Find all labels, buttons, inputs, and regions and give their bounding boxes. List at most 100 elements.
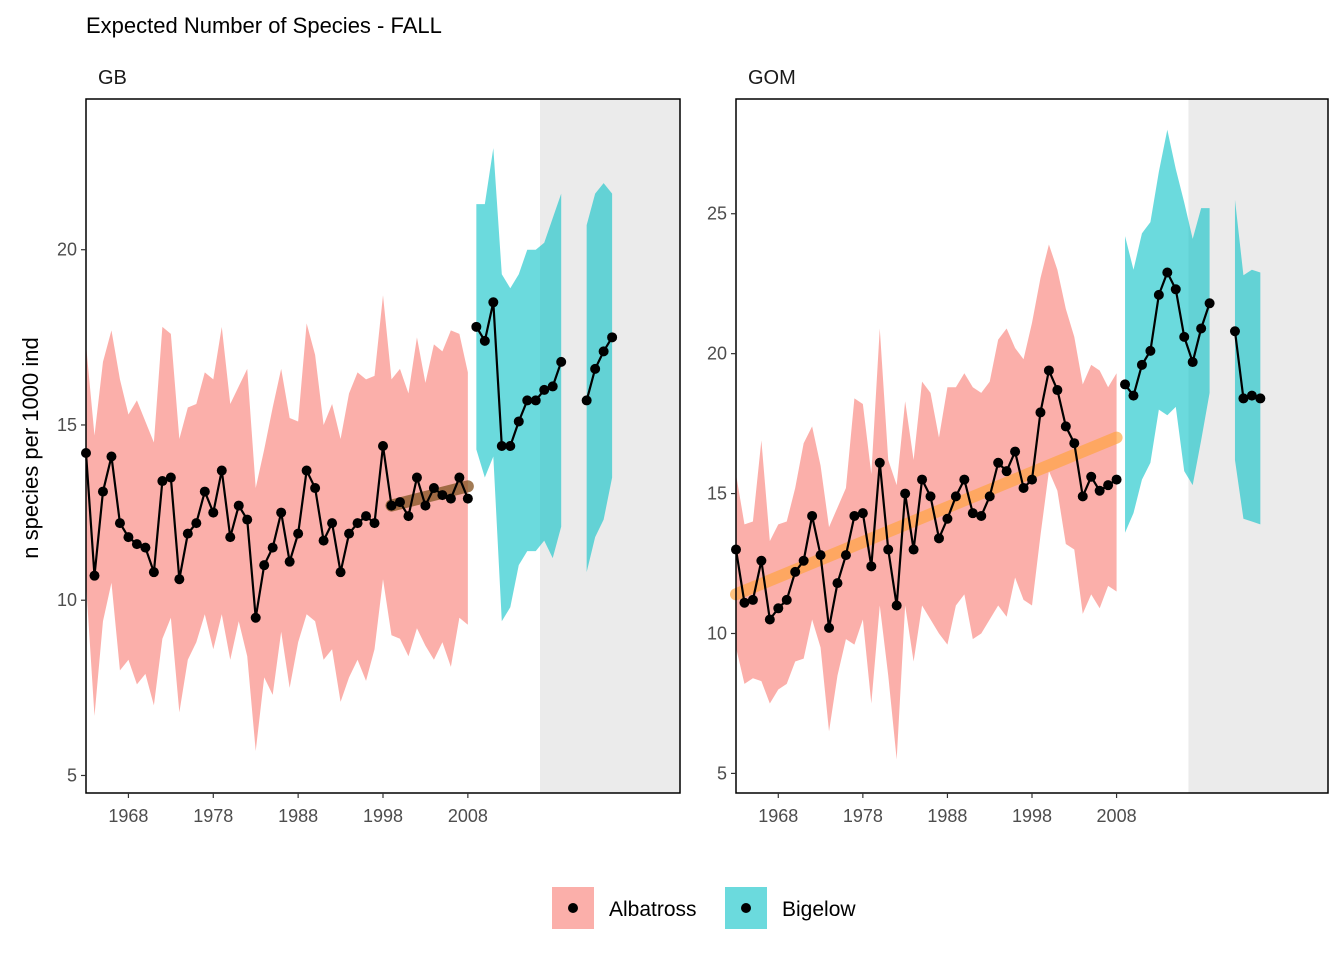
data-point-bigelow bbox=[1128, 390, 1139, 401]
data-point-albatross bbox=[925, 491, 936, 502]
data-point-bigelow bbox=[479, 335, 490, 346]
series-line-bigelow bbox=[585, 336, 614, 401]
y-tick-label: 10 bbox=[57, 590, 77, 610]
x-tick-label: 1988 bbox=[278, 806, 318, 826]
data-point-albatross bbox=[242, 514, 253, 525]
data-point-albatross bbox=[866, 561, 877, 572]
data-point-albatross bbox=[344, 528, 355, 539]
data-point-albatross bbox=[1077, 491, 1088, 502]
data-point-albatross bbox=[950, 491, 961, 502]
data-point-albatross bbox=[917, 474, 928, 485]
data-point-albatross bbox=[984, 491, 995, 502]
x-tick-label: 1998 bbox=[1012, 806, 1052, 826]
data-point-albatross bbox=[807, 510, 818, 521]
data-point-albatross bbox=[815, 550, 826, 561]
data-point-albatross bbox=[900, 488, 911, 499]
data-point-albatross bbox=[165, 472, 176, 483]
data-point-albatross bbox=[1027, 474, 1037, 485]
data-point-albatross bbox=[361, 511, 372, 522]
data-point-albatross bbox=[394, 497, 405, 508]
data-point-albatross bbox=[756, 555, 767, 566]
data-point-albatross bbox=[369, 518, 380, 529]
x-tick-label: 1968 bbox=[108, 806, 148, 826]
data-point-albatross bbox=[174, 574, 185, 585]
ribbon-bigelow bbox=[476, 148, 562, 622]
data-point-albatross bbox=[857, 508, 868, 519]
data-point-albatross bbox=[1086, 471, 1097, 482]
data-point-bigelow bbox=[471, 321, 482, 332]
data-point-bigelow bbox=[1136, 359, 1147, 370]
y-tick-label: 15 bbox=[707, 484, 727, 504]
legend-point-bigelow bbox=[741, 903, 751, 913]
data-point-albatross bbox=[89, 570, 100, 581]
data-point-bigelow bbox=[488, 297, 499, 308]
data-point-albatross bbox=[1035, 407, 1046, 418]
y-tick-label: 15 bbox=[57, 415, 77, 435]
data-point-albatross bbox=[284, 556, 295, 567]
data-point-albatross bbox=[933, 533, 944, 544]
legend-point-albatross bbox=[568, 903, 578, 913]
data-point-bigelow bbox=[556, 356, 567, 367]
data-point-albatross bbox=[420, 500, 431, 511]
data-point-albatross bbox=[739, 597, 750, 608]
legend-label-albatross: Albatross bbox=[609, 898, 697, 921]
x-tick-label: 2008 bbox=[1097, 806, 1137, 826]
data-point-albatross bbox=[140, 542, 151, 553]
data-point-albatross bbox=[1094, 485, 1105, 496]
series-line-albatross bbox=[734, 366, 1118, 629]
data-point-albatross bbox=[462, 493, 473, 504]
data-point-albatross bbox=[1069, 438, 1080, 449]
data-point-bigelow bbox=[1187, 357, 1198, 368]
y-tick-label: 10 bbox=[707, 623, 727, 643]
data-point-albatross bbox=[191, 518, 202, 529]
chart-title: Expected Number of Species - FALL bbox=[86, 13, 442, 38]
data-point-albatross bbox=[976, 510, 987, 521]
data-point-albatross bbox=[824, 622, 835, 633]
data-point-albatross bbox=[959, 474, 970, 485]
data-point-bigelow bbox=[547, 381, 558, 392]
data-point-albatross bbox=[378, 441, 388, 451]
data-point-albatross bbox=[883, 544, 894, 555]
y-tick-label: 25 bbox=[707, 204, 727, 224]
y-tick-label: 5 bbox=[717, 763, 727, 783]
data-point-albatross bbox=[327, 518, 338, 529]
data-point-bigelow bbox=[581, 395, 592, 406]
data-point-albatross bbox=[849, 510, 860, 521]
data-point-albatross bbox=[1060, 421, 1071, 432]
data-point-bigelow bbox=[590, 363, 601, 374]
data-point-albatross bbox=[97, 486, 108, 497]
data-point-albatross bbox=[798, 555, 809, 566]
data-point-bigelow bbox=[1204, 298, 1215, 309]
data-point-bigelow bbox=[530, 395, 541, 406]
data-point-bigelow bbox=[1170, 284, 1181, 295]
data-point-albatross bbox=[114, 518, 125, 529]
data-point-bigelow bbox=[513, 416, 524, 427]
data-point-albatross bbox=[874, 457, 885, 468]
data-point-bigelow bbox=[1196, 323, 1207, 334]
data-point-albatross bbox=[250, 612, 261, 623]
data-point-albatross bbox=[437, 490, 448, 501]
ribbon-bigelow bbox=[1125, 129, 1210, 533]
x-tick-label: 2008 bbox=[448, 806, 488, 826]
ribbon-bigelow bbox=[1234, 199, 1261, 525]
series-line-albatross bbox=[84, 445, 469, 618]
data-point-albatross bbox=[199, 486, 210, 497]
data-point-albatross bbox=[352, 518, 363, 529]
data-point-bigelow bbox=[522, 395, 533, 406]
data-point-albatross bbox=[411, 472, 422, 483]
panel-gom: GOM 5 10 15 20 25 1968 1978 1988 1998 2008 bbox=[707, 67, 1329, 826]
data-point-bigelow bbox=[505, 441, 516, 451]
data-point-albatross bbox=[259, 560, 270, 571]
data-point-bigelow bbox=[1153, 289, 1164, 300]
data-point-albatross bbox=[123, 532, 134, 543]
data-point-bigelow bbox=[539, 384, 550, 395]
data-point-albatross bbox=[967, 508, 978, 519]
data-point-albatross bbox=[445, 493, 456, 504]
data-point-bigelow bbox=[607, 332, 618, 343]
data-point-albatross bbox=[773, 603, 784, 614]
data-point-albatross bbox=[908, 544, 919, 555]
data-point-bigelow bbox=[1120, 379, 1131, 390]
data-point-albatross bbox=[942, 513, 953, 524]
y-tick-label: 20 bbox=[57, 240, 77, 260]
data-point-albatross bbox=[1018, 482, 1029, 493]
